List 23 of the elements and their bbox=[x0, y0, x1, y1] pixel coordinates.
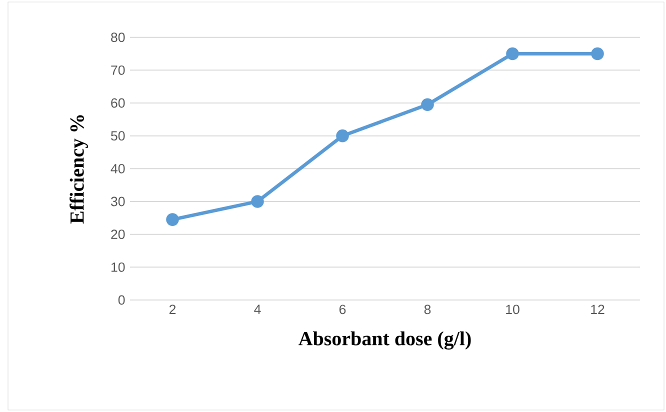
x-axis-title: Absorbant dose (g/l) bbox=[298, 331, 471, 350]
y-tick-label: 80 bbox=[111, 32, 125, 42]
x-tick-label: 8 bbox=[424, 304, 431, 314]
y-tick-label: 20 bbox=[111, 230, 125, 240]
y-tick-label: 60 bbox=[111, 98, 125, 108]
y-tick-label: 70 bbox=[111, 65, 125, 75]
point bbox=[336, 129, 349, 142]
y-tick-label: 10 bbox=[111, 262, 125, 272]
y-tick-label: 40 bbox=[110, 164, 125, 174]
point bbox=[591, 47, 604, 60]
x-tick-label: 2 bbox=[169, 304, 176, 314]
point bbox=[421, 98, 434, 112]
point bbox=[506, 47, 519, 60]
y-tick-label: 30 bbox=[110, 196, 125, 206]
x-tick-label: 6 bbox=[339, 304, 346, 314]
point bbox=[251, 195, 264, 208]
point bbox=[166, 213, 179, 226]
y-axis-title: Efficiency % bbox=[70, 115, 88, 224]
x-tick-label: 10 bbox=[506, 304, 520, 314]
y-tick-label: 50 bbox=[111, 131, 125, 141]
y-tick-label: 0 bbox=[118, 295, 125, 305]
x-tick-label: 4 bbox=[254, 304, 261, 314]
x-tick-label: 12 bbox=[591, 304, 604, 314]
